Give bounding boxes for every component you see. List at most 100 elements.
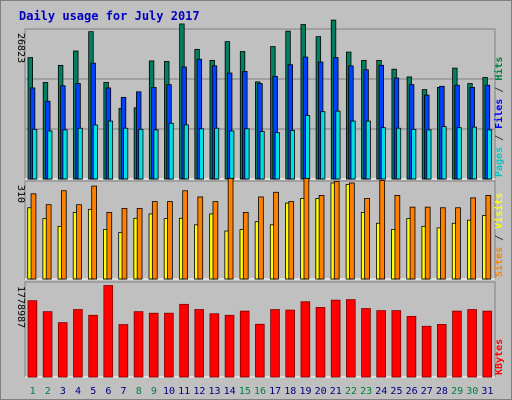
x-tick-label: 16 [254, 386, 266, 397]
bar-pages-day-18 [289, 130, 295, 180]
bar-sites-day-30 [470, 197, 476, 280]
bar-kbytes-day-2 [42, 311, 53, 378]
bar-sites-day-2 [45, 204, 52, 280]
bar-pages-day-7 [123, 127, 129, 180]
bar-sites-day-11 [182, 190, 188, 280]
axis-legend-part: / [494, 229, 505, 247]
x-tick-label: 22 [345, 386, 357, 397]
bar-kbytes-day-20 [315, 307, 326, 378]
bar-kbytes-day-23 [361, 308, 371, 378]
bar-sites-day-7 [121, 207, 128, 280]
max-label-middle: 310 [15, 185, 26, 203]
bar-kbytes-day-1 [27, 300, 38, 378]
max-label-top: 26823 [15, 33, 26, 63]
x-tick-label: 4 [75, 386, 81, 397]
bar-pages-day-27 [426, 129, 432, 180]
bar-kbytes-day-10 [164, 312, 174, 378]
bar-sites-day-16 [258, 196, 264, 280]
bar-sites-day-4 [76, 204, 82, 280]
bar-sites-day-27 [424, 206, 431, 280]
bar-kbytes-day-14 [224, 314, 235, 378]
bar-pages-day-25 [396, 127, 402, 180]
bar-kbytes-day-12 [194, 309, 204, 378]
bar-sites-day-20 [318, 194, 325, 280]
bar-pages-day-3 [62, 129, 68, 180]
x-tick-label: 29 [451, 386, 463, 397]
x-tick-label: 15 [239, 386, 251, 397]
bar-kbytes-day-11 [179, 303, 189, 378]
bar-kbytes-day-27 [421, 325, 432, 378]
bar-sites-day-10 [167, 201, 173, 280]
bar-sites-day-17 [273, 191, 279, 280]
x-tick-label: 2 [45, 386, 51, 397]
bar-pages-day-21 [335, 110, 341, 180]
bar-sites-day-15 [242, 212, 249, 280]
bar-sites-day-22 [349, 182, 355, 280]
bar-pages-day-8 [138, 128, 144, 180]
panel-middle: 310 Sites / Visits [15, 177, 505, 280]
bar-kbytes-day-4 [73, 309, 83, 378]
bar-kbytes-day-24 [376, 310, 386, 378]
bar-kbytes-day-28 [436, 324, 447, 378]
bar-kbytes-day-16 [255, 323, 265, 378]
x-tick-label: 12 [193, 386, 205, 397]
bar-kbytes-day-7 [118, 324, 129, 378]
bar-kbytes-day-21 [330, 299, 341, 378]
x-tick-label: 10 [163, 386, 175, 397]
bar-sites-day-28 [440, 207, 446, 280]
bar-pages-day-17 [274, 132, 280, 180]
bar-sites-day-9 [151, 201, 158, 280]
bar-sites-day-6 [106, 212, 113, 280]
axis-legend-middle: Sites / Visits [493, 193, 505, 277]
bar-kbytes-day-5 [88, 314, 98, 378]
x-tick-label: 26 [406, 386, 418, 397]
bar-sites-day-26 [409, 206, 416, 280]
x-tick-label: 18 [284, 386, 296, 397]
bar-pages-day-15 [244, 128, 250, 180]
panel-bottom: 1778987 KBytes [15, 281, 505, 378]
x-tick-label: 19 [299, 386, 311, 397]
bar-kbytes-day-26 [406, 315, 417, 378]
bar-pages-day-22 [350, 120, 356, 180]
bar-pages-day-23 [365, 120, 371, 180]
bar-kbytes-day-31 [482, 310, 493, 378]
bar-pages-day-1 [32, 128, 38, 180]
bar-pages-day-11 [183, 124, 189, 180]
chart-title: Daily usage for July 2017 [19, 9, 200, 23]
x-tick-label: 3 [60, 386, 66, 397]
x-tick-label: 7 [121, 386, 127, 397]
bar-sites-day-14 [227, 177, 234, 280]
bar-pages-day-13 [214, 127, 220, 180]
axis-legend-top: Pages / Files / Hits [493, 57, 505, 177]
bar-pages-day-16 [259, 131, 265, 180]
axis-legend-part: Sites [493, 247, 505, 277]
bar-sites-day-3 [60, 190, 67, 280]
bar-pages-day-12 [198, 128, 205, 180]
axis-legend-part: / [494, 81, 505, 99]
x-tick-label: 23 [360, 386, 372, 397]
bar-pages-day-5 [92, 124, 98, 180]
x-tick-label: 27 [421, 386, 433, 397]
bar-sites-day-5 [91, 185, 97, 280]
axis-legend-part: Hits [493, 57, 505, 81]
bar-kbytes-day-9 [148, 312, 159, 378]
bar-sites-day-1 [30, 193, 37, 280]
bar-pages-day-10 [168, 122, 174, 180]
axis-legend-part: Visits [493, 193, 505, 229]
panel-top: 26823 Pages / Files / Hits [15, 19, 505, 180]
bar-kbytes-day-6 [103, 285, 114, 378]
axis-legend-part: Files [493, 99, 505, 129]
bar-kbytes-day-13 [209, 313, 220, 378]
axis-legend-part: KBytes [494, 339, 505, 375]
bar-pages-day-20 [320, 111, 326, 180]
bar-pages-day-14 [229, 130, 235, 180]
bar-kbytes-day-17 [270, 309, 280, 378]
bar-pages-day-9 [153, 129, 159, 180]
x-tick-label: 17 [269, 386, 281, 397]
axis-legend-part: / [494, 129, 505, 147]
x-tick-label: 31 [481, 386, 493, 397]
bar-sites-day-24 [379, 180, 386, 280]
bar-kbytes-day-29 [452, 310, 462, 378]
x-tick-label: 1 [30, 386, 36, 397]
